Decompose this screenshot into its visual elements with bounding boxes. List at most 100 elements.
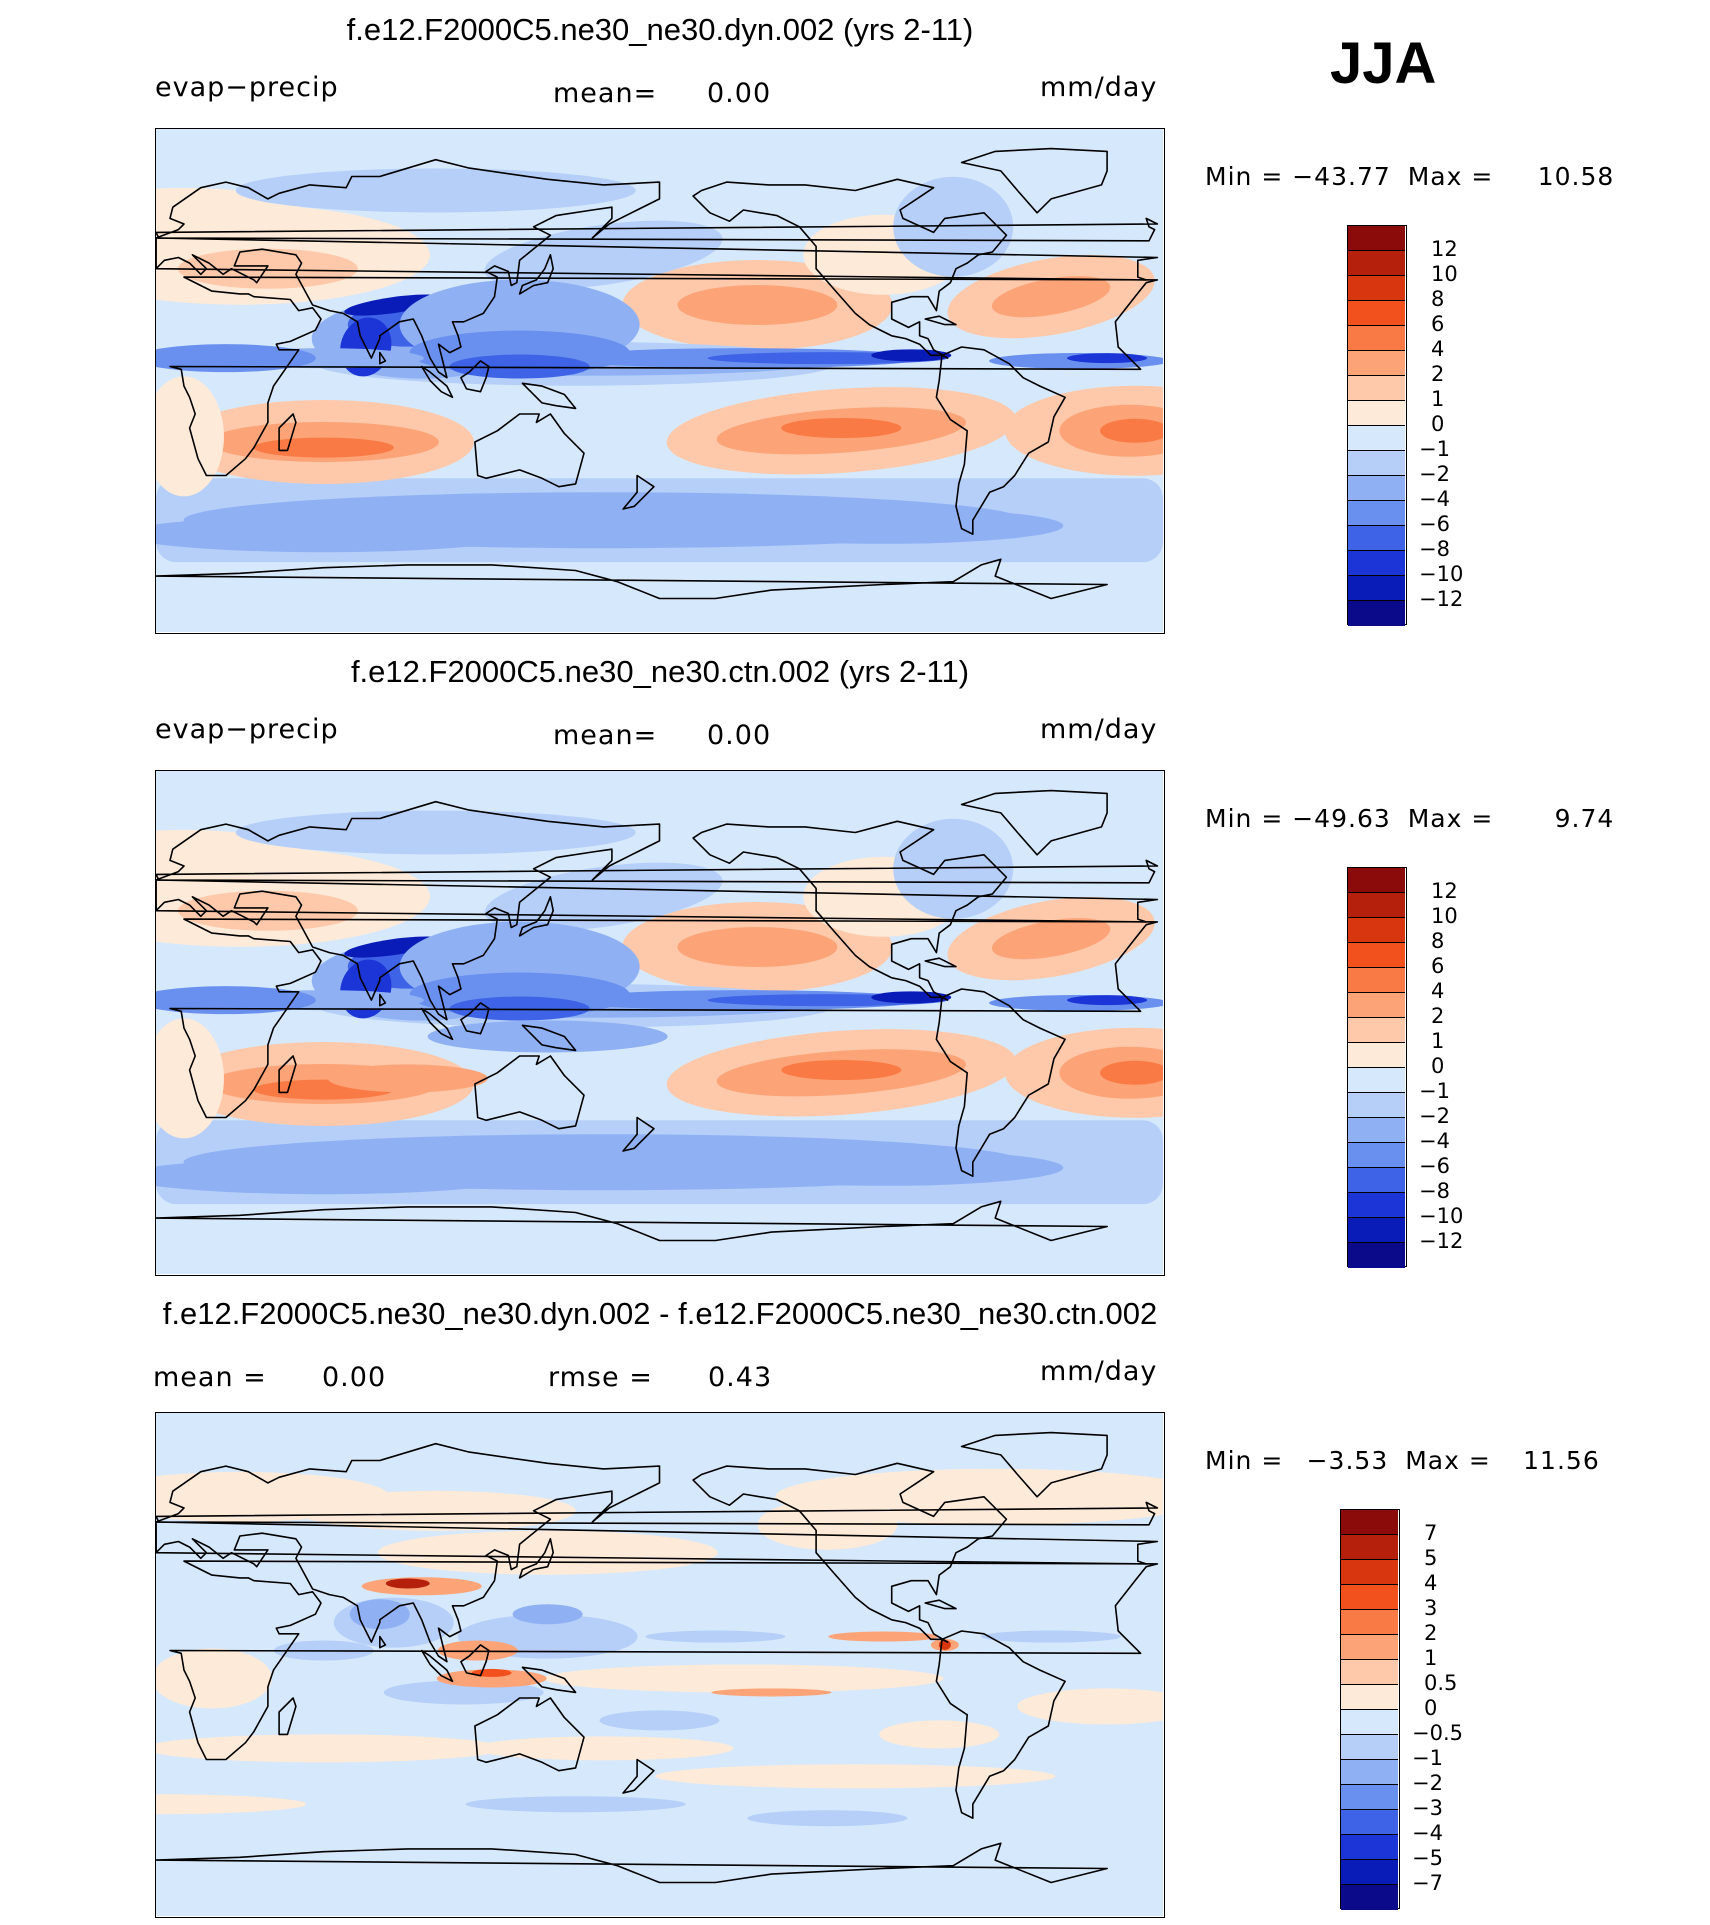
colorbar-tick-label: 8 — [1431, 929, 1445, 953]
colorbar-tick-label: 4 — [1424, 1571, 1438, 1595]
panel-diff: f.e12.F2000C5.ne30_ne30.dyn.002 - f.e12.… — [0, 1284, 1710, 1924]
colorbar-tick-label: −0.5 — [1412, 1721, 1463, 1745]
colorbar-swatch — [1348, 1168, 1405, 1193]
colorbar-swatch — [1348, 868, 1405, 893]
colorbar-tick-label: −12 — [1419, 587, 1464, 611]
contour-region — [344, 294, 444, 316]
coastline — [692, 820, 1008, 1001]
min-label: Min — [1205, 162, 1253, 191]
coastline — [156, 217, 1159, 242]
coastline — [518, 1538, 554, 1579]
colorbar-tick-label: −10 — [1419, 1204, 1464, 1228]
contour-region — [436, 1669, 547, 1688]
contour-region — [1100, 1060, 1163, 1085]
panel-dyn: f.e12.F2000C5.ne30_ne30.dyn.002 (yrs 2-1… — [0, 0, 1710, 640]
mean-value: 0.00 — [707, 720, 772, 751]
colorbar-tick-label: −4 — [1412, 1821, 1443, 1845]
coastline — [278, 1055, 297, 1094]
coastline — [420, 365, 454, 399]
colorbar-swatch — [1348, 1043, 1405, 1068]
contour-region — [893, 176, 1014, 277]
min-label: Min — [1205, 804, 1253, 833]
coastline — [460, 1644, 490, 1677]
colorbar-swatch — [1341, 1760, 1398, 1785]
coastline — [474, 413, 585, 488]
coastline — [924, 315, 957, 326]
colorbar-swatch — [1348, 276, 1405, 301]
contour-region — [235, 168, 636, 213]
evap-precip-map — [156, 129, 1163, 632]
colorbar-swatch — [1341, 1735, 1398, 1760]
colorbar-tick-label: 0 — [1431, 412, 1445, 436]
contour-region — [879, 1720, 1000, 1749]
coastline — [156, 1521, 1159, 1565]
min-value: −43.77 — [1292, 162, 1391, 191]
max-value: 11.56 — [1523, 1446, 1600, 1475]
colorbar-swatch — [1348, 893, 1405, 918]
min-max-readout: Min = −43.77 Max = 10.58 — [1205, 162, 1615, 191]
colorbar-swatch — [1348, 1068, 1405, 1093]
coastline — [622, 474, 655, 510]
colorbar-tick-label: 1 — [1431, 387, 1445, 411]
units-label: mm/day — [1040, 714, 1158, 745]
max-label: Max — [1407, 162, 1463, 191]
coastline — [935, 346, 1066, 535]
max-value: 10.58 — [1537, 162, 1615, 191]
colorbar-tick-label: −4 — [1419, 487, 1450, 511]
colorbar-swatch — [1348, 1118, 1405, 1143]
contour-region — [427, 1020, 668, 1053]
coastline — [278, 413, 297, 452]
colorbar-tick-label: 2 — [1431, 362, 1445, 386]
contour-region — [757, 1499, 898, 1550]
contour-region — [156, 1648, 272, 1709]
units-label: mm/day — [1040, 72, 1158, 103]
colorbar-tick-label: −6 — [1419, 512, 1450, 536]
contour-region — [893, 818, 1014, 919]
colorbar-swatch — [1348, 451, 1405, 476]
colorbar-swatch — [1341, 1510, 1398, 1535]
coastline — [156, 1442, 661, 1663]
colorbar-swatch — [1341, 1885, 1398, 1910]
colorbar-swatch — [1341, 1660, 1398, 1685]
colorbar-swatch — [1348, 376, 1405, 401]
colorbar-bar — [1340, 1509, 1400, 1910]
contour-region — [156, 1794, 306, 1815]
contour-region — [465, 1796, 686, 1813]
contour-region — [828, 1631, 939, 1642]
colorbar-tick-label: −4 — [1419, 1129, 1450, 1153]
contour-region — [156, 344, 316, 373]
colorbar-tick-label: −1 — [1419, 437, 1450, 461]
coastline — [420, 1649, 454, 1683]
contour-region — [747, 1810, 908, 1827]
coastline — [420, 1007, 454, 1041]
colorbar-swatch — [1341, 1860, 1398, 1885]
colorbar-tick-label: 10 — [1431, 262, 1458, 286]
colorbar-swatch — [1348, 476, 1405, 501]
contour-region — [177, 248, 358, 289]
contour-region — [871, 349, 952, 362]
contour-region — [156, 516, 524, 553]
min-max-readout: Min = −3.53 Max = 11.56 — [1205, 1446, 1600, 1475]
contour-region — [1067, 995, 1148, 1006]
contour-region — [781, 418, 902, 439]
colorbar-swatch — [1341, 1610, 1398, 1635]
colorbar-tick-label: 0 — [1431, 1054, 1445, 1078]
colorbar-swatch — [1348, 226, 1405, 251]
contour-region — [1017, 1688, 1163, 1725]
coastline — [960, 789, 1108, 856]
coastline — [156, 1842, 1108, 1884]
colorbar-tick-label: 3 — [1424, 1596, 1438, 1620]
colorbar-tick-label: −12 — [1419, 1229, 1464, 1253]
contour-region — [991, 276, 1111, 318]
colorbar-swatch — [1341, 1785, 1398, 1810]
coastline — [460, 360, 490, 393]
variable-label: evap−precip — [155, 714, 339, 745]
colorbar-tick-label: −8 — [1419, 1179, 1450, 1203]
coastline — [692, 1462, 1008, 1643]
contour-region — [473, 1736, 734, 1761]
colorbar-tick-label: −1 — [1419, 1079, 1450, 1103]
coastline — [474, 1055, 585, 1130]
coastline — [169, 918, 1159, 1119]
coastline — [156, 859, 1159, 884]
coastline — [156, 1200, 1108, 1242]
